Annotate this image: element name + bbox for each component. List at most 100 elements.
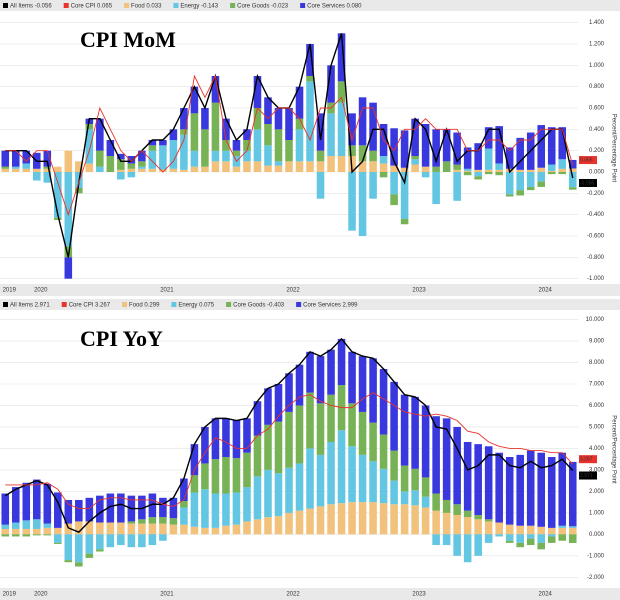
bar-segment	[180, 501, 188, 508]
bar-segment	[253, 476, 262, 520]
bar-segment	[505, 147, 514, 169]
bar-segment	[85, 497, 94, 522]
bar-segment	[285, 373, 293, 412]
bar-segment	[138, 161, 146, 167]
bar-segment	[327, 349, 335, 395]
x-tick-label: 2024	[539, 592, 553, 598]
bar-segment	[54, 527, 62, 535]
bar-segment	[495, 126, 503, 164]
bar-segment	[390, 165, 398, 172]
bar-segment	[180, 169, 188, 172]
bar-segment	[568, 461, 577, 527]
bar-segment	[379, 503, 388, 535]
bar-segment	[442, 129, 451, 162]
bar-segment	[505, 172, 514, 195]
legend-swatch	[61, 302, 67, 307]
bar-segment	[138, 166, 146, 169]
bar-segment	[232, 420, 241, 459]
bar-segment	[453, 172, 461, 201]
x-tick-label: 2022	[286, 288, 300, 294]
bar-segment	[537, 526, 546, 535]
bar-segment	[558, 527, 567, 535]
bar-segment	[295, 161, 304, 172]
bar-segment	[432, 510, 440, 535]
bar-segment	[211, 150, 220, 162]
bar-segment	[474, 143, 482, 170]
bar-segment	[85, 521, 94, 535]
bar-segment	[148, 168, 157, 172]
bar-segment	[316, 150, 325, 162]
bar-segment	[568, 168, 577, 172]
bar-segment	[169, 524, 178, 535]
bar-segment	[96, 549, 104, 552]
bar-segment	[558, 168, 567, 172]
y-tick-label: 9.000	[589, 339, 605, 345]
bar-segment	[201, 129, 209, 167]
bar-segment	[495, 522, 503, 535]
bar-segment	[22, 150, 31, 164]
bar-segment	[432, 416, 440, 494]
bar-segment	[400, 504, 409, 535]
bar-segment	[463, 441, 472, 511]
bar-segment	[127, 521, 136, 524]
x-axis-strip	[0, 284, 620, 296]
bar-segment	[369, 461, 377, 503]
bar-segment	[1, 168, 10, 172]
bar-segment	[348, 446, 356, 503]
bar-segment	[495, 169, 503, 172]
y-tick-label: -1.000	[587, 276, 605, 282]
bar-segment	[274, 384, 283, 422]
y-tick-label: 1.000	[589, 63, 605, 69]
legend-swatch	[296, 302, 302, 307]
bar-segment	[127, 523, 136, 535]
bar-segment	[442, 418, 451, 500]
y-tick-label: 8.000	[589, 360, 605, 366]
bar-segment	[22, 528, 31, 535]
bar-segment	[369, 172, 377, 199]
bar-segment	[75, 521, 83, 535]
bar-segment	[390, 381, 398, 451]
legend-swatch	[63, 3, 69, 8]
bar-segment	[211, 102, 220, 151]
bar-segment	[243, 161, 251, 172]
bar-segment	[243, 150, 251, 162]
bar-segment	[22, 534, 31, 537]
bar-segment	[474, 176, 482, 180]
bar-segment	[463, 170, 472, 172]
bar-segment	[358, 145, 367, 162]
bar-segment	[379, 434, 388, 469]
bar-segment	[1, 528, 10, 535]
bar-segment	[463, 517, 472, 535]
bar-segment	[516, 534, 524, 543]
bar-segment	[43, 172, 52, 183]
bar-segment	[463, 510, 472, 518]
bar-segment	[316, 161, 325, 172]
bar-segment	[484, 521, 493, 535]
bar-segment	[327, 441, 335, 505]
bar-segment	[568, 527, 577, 535]
bar-segment	[400, 465, 409, 492]
bar-segment	[180, 134, 188, 170]
bar-segment	[348, 351, 356, 404]
bar-segment	[106, 493, 115, 523]
bar-segment	[306, 448, 314, 509]
bar-segment	[453, 534, 461, 556]
bar-segment	[411, 505, 419, 535]
bar-segment	[547, 164, 556, 171]
bar-segment	[516, 542, 524, 548]
y-tick-label: 1.200	[589, 42, 605, 48]
bar-segment	[306, 392, 314, 449]
bar-segment	[32, 168, 41, 172]
bar-segment	[474, 444, 482, 515]
bar-segment	[348, 403, 356, 447]
bar-segment	[169, 497, 178, 519]
bar-segment	[526, 450, 535, 526]
bar-segment	[537, 452, 546, 527]
bar-segment	[453, 164, 461, 170]
bar-segment	[190, 113, 199, 151]
bar-segment	[232, 150, 241, 156]
bar-segment	[11, 522, 20, 529]
bar-segment	[495, 534, 503, 537]
x-tick-label: 2024	[539, 288, 553, 294]
